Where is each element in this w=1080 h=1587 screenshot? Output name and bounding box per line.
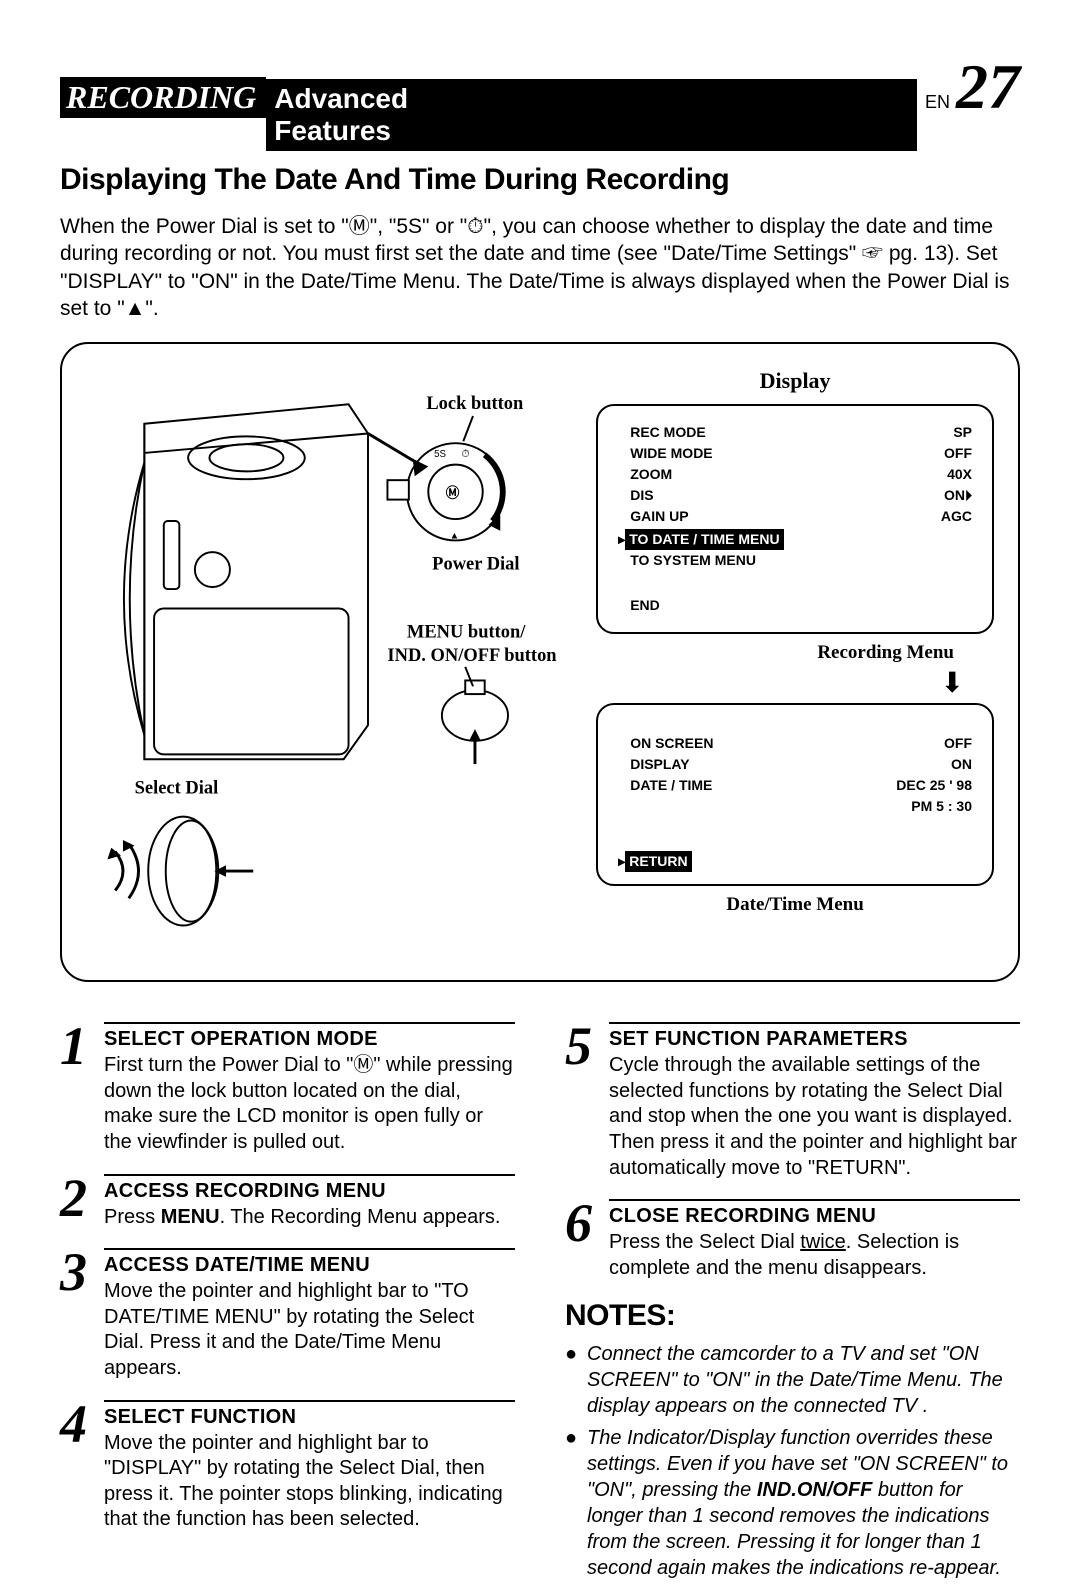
diagram-frame: Ⓜ 5S ⏱ ▲ Lock button Power Dial MENU but… [60,342,1020,982]
menu-button-label-2: IND. ON/OFF button [387,645,556,665]
sub-heading: Displaying The Date And Time During Reco… [60,163,1020,197]
menu-row: PM 5 : 30 [618,796,972,817]
step: 5 SET FUNCTION PARAMETERS Cycle through … [565,1022,1020,1181]
svg-text:5S: 5S [434,449,446,460]
step: 2 ACCESS RECORDING MENU Press MENU. The … [60,1174,515,1231]
intro-paragraph: When the Power Dial is set to "Ⓜ", "5S" … [60,213,1020,322]
camcorder-diagram: Ⓜ 5S ⏱ ▲ Lock button Power Dial MENU but… [86,368,572,956]
rec-menu-highlight: TO DATE / TIME MENU [625,529,783,550]
advanced-label: Advanced Features [266,79,917,151]
step-title: ACCESS DATE/TIME MENU [104,1254,515,1277]
note-item: Connect the camcorder to a TV and set "O… [565,1341,1020,1419]
recording-menu-label: Recording Menu [596,642,954,664]
step-text: Press the Select Dial twice. Selection i… [609,1230,1020,1281]
power-dial-label: Power Dial [432,554,519,574]
camcorder-svg: Ⓜ 5S ⏱ ▲ Lock button Power Dial MENU but… [86,368,572,956]
step-title: SELECT FUNCTION [104,1406,515,1429]
notes-list: Connect the camcorder to a TV and set "O… [565,1341,1020,1581]
menu-row: DISON⏵ [618,485,972,506]
step-title: SET FUNCTION PARAMETERS [609,1028,1020,1051]
dt-menu-return: RETURN [625,851,691,872]
step: 1 SELECT OPERATION MODE First turn the P… [60,1022,515,1155]
steps-right-col: 5 SET FUNCTION PARAMETERS Cycle through … [565,1022,1020,1587]
step-text: First turn the Power Dial to "Ⓜ" while p… [104,1053,515,1155]
display-panels: Display REC MODESPWIDE MODEOFFZOOM40XDIS… [596,368,994,956]
step: 4 SELECT FUNCTION Move the pointer and h… [60,1400,515,1533]
page-number: 27 [956,50,1020,124]
step-text: Press MENU. The Recording Menu appears. [104,1205,515,1231]
step-title: SELECT OPERATION MODE [104,1028,515,1051]
step-text: Move the pointer and highlight bar to "D… [104,1431,515,1533]
svg-text:Ⓜ: Ⓜ [446,485,460,501]
steps-section: 1 SELECT OPERATION MODE First turn the P… [60,1022,1020,1587]
lock-button-label: Lock button [426,393,523,413]
display-title: Display [596,368,994,394]
step: 3 ACCESS DATE/TIME MENU Move the pointer… [60,1248,515,1381]
arrow-down-icon: ⬇ [596,666,964,699]
datetime-menu-label: Date/Time Menu [596,894,994,916]
rec-menu-system: TO SYSTEM MENU [618,550,972,571]
step-text: Move the pointer and highlight bar to "T… [104,1279,515,1381]
menu-row: GAIN UPAGC [618,506,972,527]
step-number: 6 [565,1199,609,1281]
step-number: 5 [565,1022,609,1181]
recording-label: RECORDING [60,77,266,118]
select-dial-label: Select Dial [135,777,219,797]
rec-menu-end: END [618,595,972,616]
step-number: 3 [60,1248,104,1381]
lang-suffix: EN [925,92,950,113]
recording-menu-screen: REC MODESPWIDE MODEOFFZOOM40XDISON⏵GAIN … [596,404,994,634]
menu-row: DATE / TIMEDEC 25 ' 98 [618,775,972,796]
menu-row: DISPLAYON [618,754,972,775]
note-item: The Indicator/Display function overrides… [565,1425,1020,1581]
step: 6 CLOSE RECORDING MENU Press the Select … [565,1199,1020,1281]
step-number: 1 [60,1022,104,1155]
steps-left-col: 1 SELECT OPERATION MODE First turn the P… [60,1022,515,1587]
datetime-menu-screen: ON SCREENOFFDISPLAYONDATE / TIMEDEC 25 '… [596,703,994,886]
menu-row: ON SCREENOFF [618,733,972,754]
step-text: Cycle through the available settings of … [609,1053,1020,1181]
step-number: 4 [60,1400,104,1533]
svg-text:▲: ▲ [450,531,460,542]
step-title: ACCESS RECORDING MENU [104,1180,515,1203]
menu-button-label-1: MENU button/ [407,622,526,642]
step-title: CLOSE RECORDING MENU [609,1205,1020,1228]
menu-row: WIDE MODEOFF [618,443,972,464]
menu-row: REC MODESP [618,422,972,443]
svg-text:⏱: ⏱ [461,448,469,460]
notes-heading: NOTES: [565,1299,1020,1333]
menu-row: ZOOM40X [618,464,972,485]
page-header: RECORDING Advanced Features EN 27 [60,50,1020,151]
step-number: 2 [60,1174,104,1231]
